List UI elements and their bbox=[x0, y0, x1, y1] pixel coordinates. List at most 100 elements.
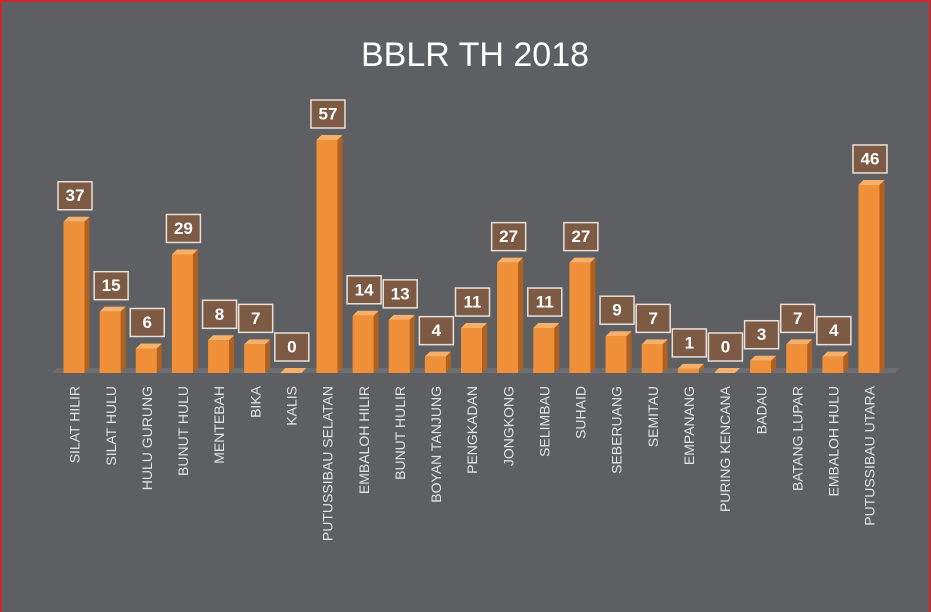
x-tick-label: BOYAN TANJUNG bbox=[428, 386, 444, 503]
data-label: 4 bbox=[432, 321, 442, 340]
bar-top bbox=[641, 339, 668, 345]
x-tick-label: BIKA bbox=[247, 385, 263, 418]
x-tick-label: BUNUT HULIR bbox=[392, 386, 408, 480]
x-tick-label: SEBERUANG bbox=[609, 386, 625, 474]
data-label: 13 bbox=[391, 284, 410, 303]
data-label: 11 bbox=[464, 293, 482, 312]
x-tick-label: PUTUSSIBAU SELATAN bbox=[320, 386, 336, 541]
data-label-box bbox=[527, 287, 563, 317]
bar-side bbox=[879, 179, 885, 373]
data-label-box bbox=[563, 221, 599, 252]
bar-top bbox=[822, 351, 849, 357]
data-label-box bbox=[707, 332, 744, 362]
x-tick-label: BATANG LUPAR bbox=[789, 386, 805, 491]
bar bbox=[135, 348, 157, 373]
bar-top bbox=[713, 368, 740, 373]
bar-top bbox=[99, 306, 126, 312]
data-label: 27 bbox=[571, 227, 590, 246]
bar-top bbox=[605, 331, 632, 337]
bar-side bbox=[807, 339, 813, 373]
data-label: 3 bbox=[757, 325, 766, 344]
data-label-box bbox=[816, 315, 852, 346]
data-label-box bbox=[382, 279, 418, 309]
data-label-box bbox=[346, 275, 382, 305]
data-label-box bbox=[129, 307, 166, 338]
data-label-box bbox=[490, 221, 527, 252]
x-tick-label: SUHAID bbox=[573, 386, 589, 439]
x-tick-label: EMPANANG bbox=[681, 386, 697, 465]
x-tick-label: JONGKONG bbox=[500, 386, 516, 466]
data-label: 14 bbox=[355, 280, 374, 299]
data-label: 6 bbox=[143, 313, 152, 332]
data-label: 27 bbox=[499, 227, 518, 246]
data-label: 7 bbox=[648, 309, 657, 328]
bar bbox=[244, 344, 266, 373]
x-tick-label: MENTEBAH bbox=[211, 386, 227, 464]
x-tick-label: EMBALOH HULU bbox=[826, 386, 842, 496]
bar-side bbox=[229, 335, 235, 373]
bar-top bbox=[786, 339, 813, 345]
data-label: 57 bbox=[318, 104, 337, 123]
bar-side bbox=[192, 249, 198, 373]
data-label-box bbox=[274, 332, 310, 362]
x-tick-label: PUTUSSIBAU UTARA bbox=[862, 385, 878, 525]
bar-side bbox=[445, 351, 451, 373]
bar-side bbox=[843, 351, 849, 373]
data-label: 15 bbox=[102, 276, 121, 295]
bar bbox=[424, 356, 446, 373]
bar-top bbox=[280, 368, 307, 373]
bar bbox=[533, 328, 555, 373]
bar-top bbox=[208, 335, 235, 341]
data-label-box bbox=[743, 319, 780, 350]
bar bbox=[822, 356, 844, 373]
data-label-box bbox=[93, 270, 129, 301]
bar bbox=[461, 328, 482, 373]
bar-top bbox=[352, 310, 379, 316]
x-tick-label: SILAT HILIR bbox=[67, 386, 83, 463]
data-label: 46 bbox=[861, 149, 880, 168]
bar-top bbox=[388, 314, 415, 320]
bar-side bbox=[373, 310, 379, 373]
data-label-box bbox=[310, 99, 346, 129]
data-label-box bbox=[779, 303, 816, 334]
bar bbox=[677, 368, 699, 373]
x-tick-label: BADAU bbox=[753, 386, 769, 434]
bar-top bbox=[497, 257, 524, 263]
bar-side bbox=[662, 339, 668, 373]
bar-top bbox=[858, 179, 885, 185]
data-label: 29 bbox=[174, 219, 193, 238]
bar-top bbox=[461, 323, 487, 329]
bar-top bbox=[677, 363, 704, 369]
bar bbox=[858, 184, 880, 373]
bar-top bbox=[533, 323, 560, 329]
bar bbox=[641, 344, 663, 373]
data-label: 9 bbox=[612, 301, 621, 320]
bar-side bbox=[409, 314, 415, 373]
data-label-box bbox=[454, 287, 491, 317]
data-label: 0 bbox=[721, 337, 730, 356]
bar-side bbox=[590, 257, 596, 373]
bar-top bbox=[171, 249, 198, 255]
bar-side bbox=[337, 135, 343, 373]
data-label-box bbox=[237, 303, 274, 334]
bar-side bbox=[265, 339, 271, 373]
bar-side bbox=[771, 355, 777, 373]
bar-side bbox=[518, 257, 524, 373]
bar-side bbox=[482, 323, 487, 373]
bar-side bbox=[626, 331, 632, 373]
bar-top bbox=[316, 135, 343, 140]
data-label-box bbox=[57, 181, 93, 211]
bar-side bbox=[120, 306, 126, 373]
bar-top bbox=[424, 351, 451, 357]
bar bbox=[497, 262, 519, 373]
data-label-box bbox=[165, 213, 202, 244]
x-tick-label: SELIMBAU bbox=[536, 386, 552, 457]
data-label: 11 bbox=[536, 293, 554, 312]
bar bbox=[569, 262, 591, 373]
x-tick-label: EMBALOH HILIR bbox=[356, 386, 372, 494]
bar-side bbox=[554, 323, 560, 373]
data-label: 7 bbox=[251, 309, 260, 328]
bar-side bbox=[156, 343, 162, 373]
